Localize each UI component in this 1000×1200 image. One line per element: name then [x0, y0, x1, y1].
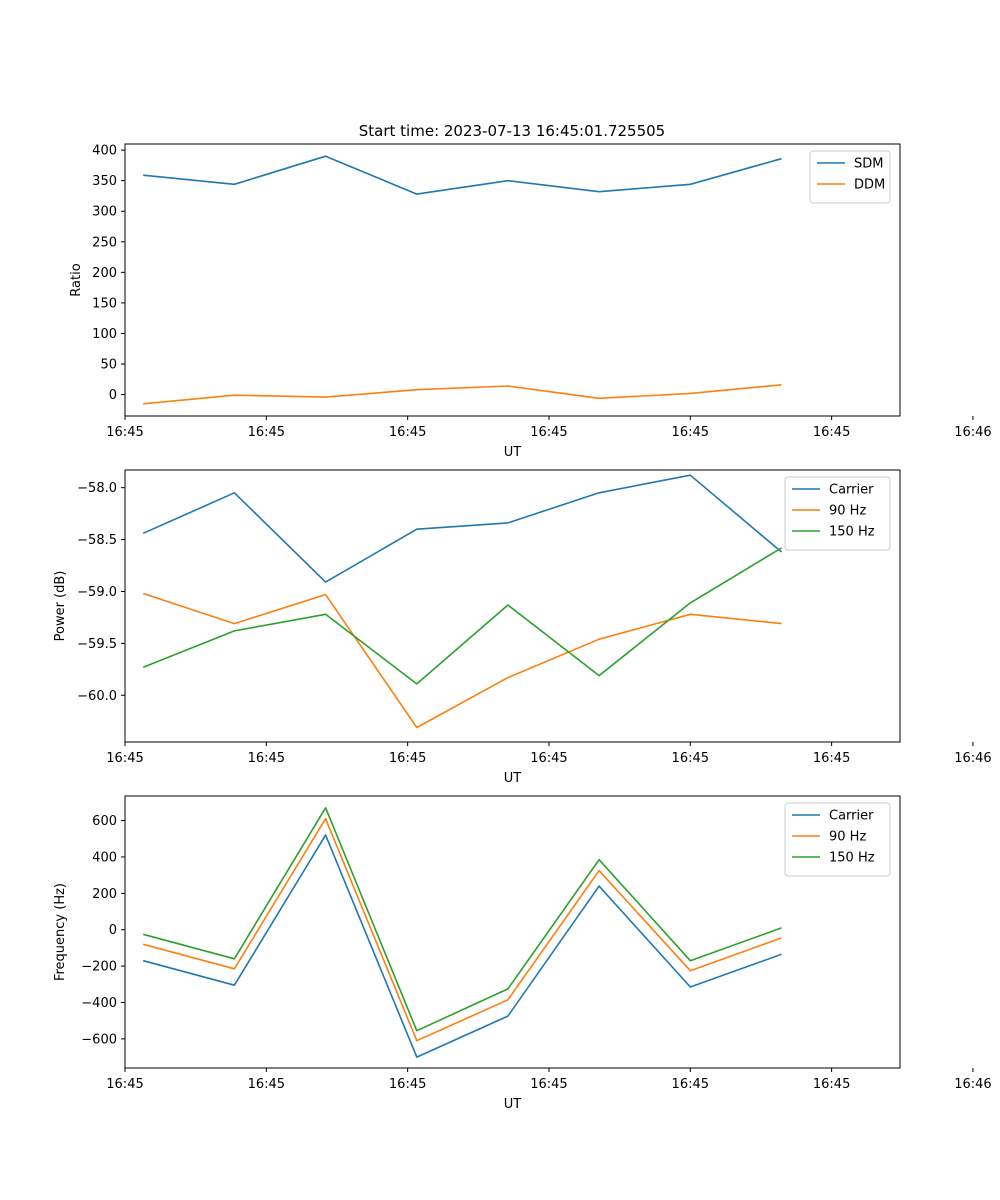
x-axis-label: UT — [504, 1097, 522, 1112]
chart-panel-2: 16:45 16:45 16:45 16:45 16:45 16:45 16:46 −60.0… — [53, 469, 992, 786]
x-tick-label: 16:45 — [530, 751, 567, 766]
x-tick-label: 16:46 — [954, 1077, 991, 1092]
x-tick-label: 16:45 — [813, 1077, 850, 1092]
y-tick-label: 250 — [92, 235, 117, 250]
y-tick-label: 200 — [92, 266, 117, 281]
x-tick-label: 16:46 — [954, 425, 991, 440]
x-axis-label: UT — [504, 771, 522, 786]
x-tick-label: 16:45 — [248, 1077, 285, 1092]
x-tick-label: 16:45 — [530, 425, 567, 440]
y-tick-label: 0 — [109, 923, 117, 938]
series-line-carrier — [142, 474, 783, 583]
series-line-90-hz — [142, 592, 782, 729]
y-tick-label: 300 — [92, 205, 117, 220]
x-tick-label: 16:45 — [672, 425, 709, 440]
legend-label: 90 Hz — [829, 830, 866, 845]
axes-frame — [124, 469, 901, 743]
figure-title: Start time: 2023-07-13 16:45:01.725505 — [359, 122, 665, 140]
y-tick-label: −59.5 — [77, 637, 117, 652]
legend-label: 90 Hz — [829, 504, 866, 519]
legend-label: DDM — [854, 178, 885, 193]
x-tick-label: 16:45 — [106, 1077, 143, 1092]
legend: SDM DDM — [809, 150, 891, 204]
x-tick-label: 16:45 — [530, 1077, 567, 1092]
legend-label: Carrier — [829, 483, 874, 498]
y-tick-label: 600 — [92, 814, 117, 829]
legend-label: 150 Hz — [829, 525, 875, 540]
y-axis-label: Frequency (Hz) — [53, 883, 68, 981]
x-tick-label: 16:46 — [954, 751, 991, 766]
legend: Carrier 90 Hz 150 Hz — [784, 476, 891, 551]
series-line-ddm — [143, 384, 782, 405]
y-tick-label: −400 — [81, 996, 117, 1011]
series-line-150-hz — [142, 806, 782, 1032]
axes-frame — [124, 795, 901, 1069]
legend-label: Carrier — [829, 809, 874, 824]
y-tick-label: 50 — [100, 358, 117, 373]
x-tick-label: 16:45 — [248, 425, 285, 440]
x-tick-label: 16:45 — [389, 425, 426, 440]
series-line-90-hz — [142, 817, 782, 1042]
series-line-sdm — [143, 155, 782, 195]
panels: 16:45 16:45 16:45 16:45 16:45 16:45 16:46 0 50 10… — [53, 143, 992, 1112]
y-tick-label: 0 — [109, 388, 117, 403]
series-line-150-hz — [142, 547, 782, 685]
y-tick-label: −600 — [81, 1032, 117, 1047]
x-tick-label: 16:45 — [672, 1077, 709, 1092]
chart-panel-3: 16:45 16:45 16:45 16:45 16:45 16:45 16:46 −600 −… — [53, 795, 992, 1112]
y-tick-label: −200 — [81, 960, 117, 975]
legend-label: SDM — [854, 157, 883, 172]
x-axis-label: UT — [504, 445, 522, 460]
y-tick-label: −58.0 — [77, 481, 117, 496]
y-tick-label: −58.5 — [77, 533, 117, 548]
x-tick-label: 16:45 — [106, 751, 143, 766]
legend: Carrier 90 Hz 150 Hz — [784, 802, 891, 877]
x-tick-label: 16:45 — [389, 751, 426, 766]
y-tick-label: −60.0 — [77, 689, 117, 704]
series-line-carrier — [142, 834, 782, 1058]
y-tick-label: 400 — [92, 144, 117, 159]
axes-frame — [124, 143, 901, 417]
y-tick-label: 100 — [92, 327, 117, 342]
y-tick-label: 400 — [92, 850, 117, 865]
x-tick-label: 16:45 — [106, 425, 143, 440]
x-tick-label: 16:45 — [672, 751, 709, 766]
y-tick-label: −59.0 — [77, 585, 117, 600]
legend-label: 150 Hz — [829, 851, 875, 866]
x-tick-label: 16:45 — [813, 751, 850, 766]
y-tick-label: 150 — [92, 296, 117, 311]
x-tick-label: 16:45 — [813, 425, 850, 440]
y-axis-label: Power (dB) — [53, 571, 68, 642]
y-tick-label: 350 — [92, 174, 117, 189]
y-tick-label: 200 — [92, 887, 117, 902]
x-tick-label: 16:45 — [389, 1077, 426, 1092]
chart-panel-1: 16:45 16:45 16:45 16:45 16:45 16:45 16:46 0 50 10… — [69, 143, 992, 460]
legend-box — [809, 150, 891, 204]
y-axis-label: Ratio — [69, 263, 84, 296]
x-tick-label: 16:45 — [248, 751, 285, 766]
